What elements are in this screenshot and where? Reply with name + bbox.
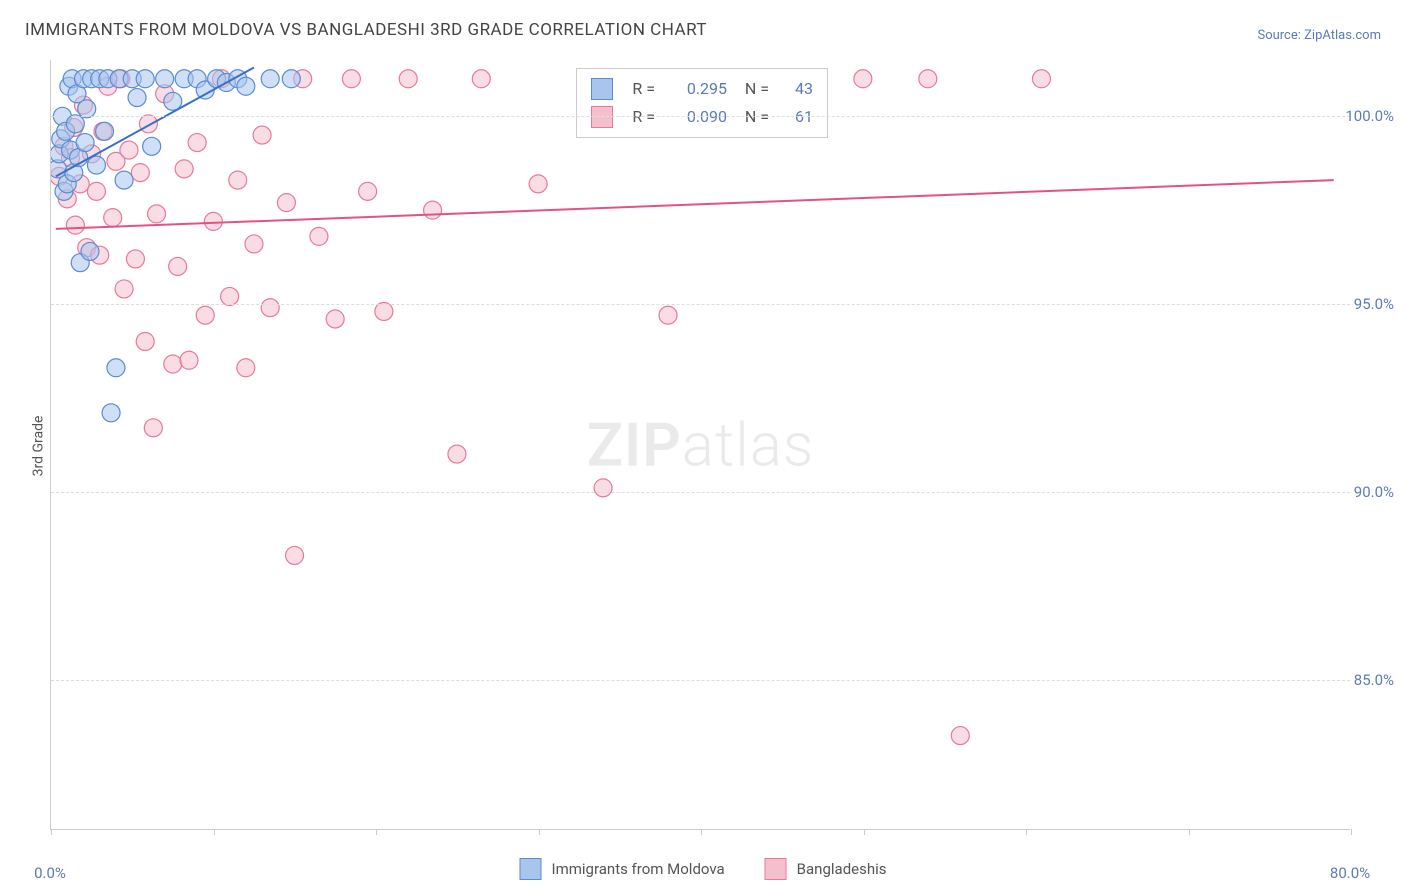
data-point [286, 546, 304, 564]
x-tick [214, 829, 215, 835]
legend-swatch [765, 858, 787, 880]
data-point [919, 70, 937, 88]
legend-item: Bangladeshis [765, 858, 887, 880]
data-point [136, 332, 154, 350]
data-point [87, 182, 105, 200]
data-point [104, 209, 122, 227]
x-tick [1189, 829, 1190, 835]
x-tick [51, 829, 52, 835]
series-name: Bangladeshis [797, 860, 887, 878]
data-point [659, 306, 677, 324]
data-point [131, 164, 149, 182]
data-point [310, 227, 328, 245]
data-point [448, 445, 466, 463]
data-point [342, 70, 360, 88]
data-point [96, 122, 114, 140]
legend-swatch [520, 858, 542, 880]
data-point [115, 171, 133, 189]
n-value: 43 [777, 75, 813, 103]
gridline [51, 680, 1350, 681]
x-tick [1351, 829, 1352, 835]
x-tick-label: 80.0% [1330, 864, 1370, 882]
data-point [261, 70, 279, 88]
x-tick-label: 0.0% [34, 864, 66, 882]
data-point [221, 287, 239, 305]
data-point [472, 70, 490, 88]
data-point [144, 419, 162, 437]
data-point [128, 89, 146, 107]
legend-row: R = 0.295 N = 43 [591, 75, 813, 103]
data-point [1032, 70, 1050, 88]
r-value: 0.295 [663, 75, 727, 103]
data-point [143, 137, 161, 155]
data-point [424, 201, 442, 219]
data-point [102, 404, 120, 422]
data-point [78, 100, 96, 118]
data-point [282, 70, 300, 88]
y-tick-label: 95.0% [1354, 295, 1394, 313]
legend-swatch [591, 78, 613, 100]
data-point [169, 257, 187, 275]
y-axis-label: 3rd Grade [30, 416, 46, 477]
data-point [594, 479, 612, 497]
gridline [51, 304, 1350, 305]
data-point [326, 310, 344, 328]
data-point [180, 351, 198, 369]
data-point [148, 205, 166, 223]
n-label: N = [735, 75, 769, 103]
data-point [196, 306, 214, 324]
gridline [51, 492, 1350, 493]
source-attribution: Source: ZipAtlas.com [1257, 28, 1381, 43]
series-name: Immigrants from Moldova [552, 860, 725, 878]
data-point [951, 727, 969, 745]
data-point [854, 70, 872, 88]
data-point [156, 70, 174, 88]
data-point [229, 171, 247, 189]
y-tick-label: 100.0% [1345, 107, 1394, 125]
data-point [237, 77, 255, 95]
x-tick [701, 829, 702, 835]
data-point [261, 299, 279, 317]
data-point [81, 242, 99, 260]
r-label: R = [621, 75, 655, 103]
data-point [237, 359, 255, 377]
data-point [107, 359, 125, 377]
x-tick [864, 829, 865, 835]
x-tick [376, 829, 377, 835]
data-point [175, 160, 193, 178]
data-point [245, 235, 263, 253]
x-tick [1026, 829, 1027, 835]
x-tick [539, 829, 540, 835]
gridline [51, 116, 1350, 117]
chart-plot-area: R = 0.295 N = 43 R = 0.090 N = 61 ZIPatl… [50, 60, 1350, 830]
data-point [136, 70, 154, 88]
data-point [253, 126, 271, 144]
data-point [375, 302, 393, 320]
data-point [139, 115, 157, 133]
data-point [115, 280, 133, 298]
data-point [188, 134, 206, 152]
data-point [164, 355, 182, 373]
data-point [277, 194, 295, 212]
regression-line [56, 180, 1334, 229]
y-tick-label: 90.0% [1354, 483, 1394, 501]
data-point [76, 134, 94, 152]
correlation-legend: R = 0.295 N = 43 R = 0.090 N = 61 [576, 68, 828, 138]
data-point [359, 182, 377, 200]
chart-title: IMMIGRANTS FROM MOLDOVA VS BANGLADESHI 3… [25, 20, 707, 40]
data-point [87, 156, 105, 174]
data-point [66, 115, 84, 133]
y-tick-label: 85.0% [1354, 671, 1394, 689]
data-point [399, 70, 417, 88]
data-point [529, 175, 547, 193]
data-point [66, 216, 84, 234]
legend-item: Immigrants from Moldova [520, 858, 725, 880]
data-point [120, 141, 138, 159]
scatter-plot-svg [51, 60, 1350, 829]
data-point [126, 250, 144, 268]
series-legend: Immigrants from Moldova Bangladeshis [520, 858, 887, 880]
data-point [204, 212, 222, 230]
